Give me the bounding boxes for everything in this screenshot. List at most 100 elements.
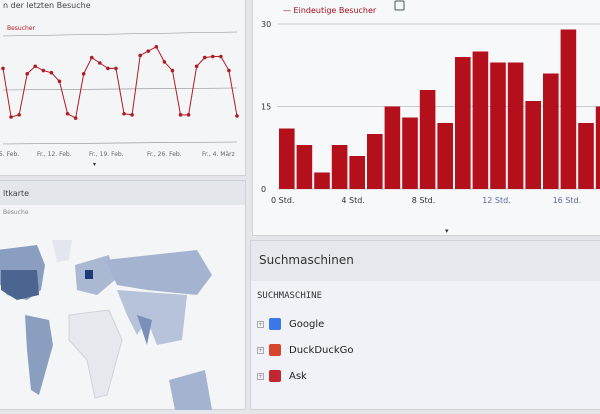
europe [75, 255, 115, 295]
expand-arrow-icon: ▾ [445, 227, 449, 235]
bar [437, 123, 453, 189]
data-point [227, 68, 231, 73]
data-point [98, 61, 102, 65]
bar [279, 128, 295, 189]
data-point [57, 79, 62, 84]
bar [296, 145, 313, 189]
panel-title: n der letzten Besuche [3, 1, 91, 10]
bar [507, 62, 524, 189]
data-point [41, 68, 46, 73]
search-engine-label: Ask [289, 370, 307, 382]
visits-per-hour-panel: 0 15 30 — Eindeutige Besucher 0 Std. 4 Std. 8 … [252, 0, 600, 236]
ask-icon [269, 370, 281, 382]
data-point [81, 72, 86, 76]
data-point [33, 64, 38, 69]
data-point [162, 60, 167, 64]
bar [560, 29, 577, 189]
google-icon [269, 318, 281, 330]
data-point [210, 54, 215, 59]
data-point [49, 70, 54, 75]
data-point [17, 113, 21, 117]
x-tick-label: 4 Std. [341, 196, 364, 205]
bar [595, 106, 600, 189]
bar [349, 156, 365, 189]
x-tick-label: 5. Feb. [0, 151, 19, 158]
data-point [130, 113, 134, 117]
bar [331, 145, 348, 189]
asia [117, 290, 187, 345]
bar [402, 117, 418, 189]
data-point [89, 55, 94, 60]
expand-icon[interactable]: + [257, 372, 264, 380]
duckduckgo-icon [269, 344, 281, 356]
search-engine-label: DuckDuckGo [289, 344, 354, 356]
visits-over-time-panel: n der letzten Besuche Besucher 5. Feb. Fr.… [0, 0, 246, 176]
line-chart: Besucher 5. Feb. Fr., 12. Feb. Fr., 19. Feb… [0, 25, 239, 168]
data-point [146, 49, 151, 53]
south-america [25, 315, 53, 395]
data-point [178, 113, 183, 117]
greenland [52, 240, 72, 262]
x-tick-label: 0 Std. [271, 196, 294, 205]
data-point [235, 114, 239, 118]
usa [1, 270, 39, 300]
data-point [114, 66, 118, 71]
series-line [2, 46, 238, 119]
data-point [9, 115, 13, 119]
x-tick-label: Fr., 12. Feb. [37, 151, 72, 158]
expand-icon[interactable]: + [257, 320, 264, 328]
bar [314, 172, 330, 189]
data-point [170, 68, 175, 73]
bar [384, 106, 401, 189]
panel-title: ltkarte [0, 181, 245, 205]
search-engine-row[interactable]: + Google [251, 311, 600, 337]
data-point [65, 111, 70, 116]
australia [169, 370, 212, 410]
x-tick-label: 12 Std. [482, 196, 511, 205]
bar-chart: 0 15 30 — Eindeutige Besucher 0 Std. 4 Std. 8 … [261, 0, 600, 235]
data-point [194, 64, 199, 69]
data-point [154, 45, 159, 49]
data-point [138, 53, 142, 58]
legend-label: Besucher [7, 25, 36, 32]
x-tick-label: Fr., 4. März [202, 151, 235, 158]
y-tick-label: 15 [261, 103, 271, 112]
expand-arrow-icon: ▾ [93, 161, 96, 168]
data-point [122, 111, 126, 116]
data-point [1, 66, 5, 71]
india [137, 315, 152, 345]
data-point [25, 72, 30, 76]
search-engine-row[interactable]: + DuckDuckGo [251, 337, 600, 363]
search-engines-panel: Suchmaschinen SUCHMASCHINE + Google + DuckD… [250, 240, 600, 410]
data-point [186, 113, 191, 117]
data-point [106, 66, 110, 71]
search-engine-label: Google [289, 318, 325, 330]
germany [85, 270, 93, 279]
world-map[interactable] [0, 220, 247, 410]
y-tick-label: 30 [261, 20, 271, 29]
y-tick-label: 0 [261, 185, 266, 194]
bar [525, 101, 541, 189]
bar [419, 90, 436, 189]
x-tick-label: 16 Std. [553, 196, 582, 205]
bar [367, 134, 383, 189]
x-tick-label: Fr., 19. Feb. [89, 151, 124, 158]
bar [455, 57, 471, 189]
x-tick-label: 8 Std. [412, 196, 435, 205]
search-engine-row[interactable]: + Ask [251, 363, 600, 389]
world-map-panel: ltkarte Besuche [0, 180, 246, 410]
bar [578, 123, 594, 189]
bar [543, 73, 559, 189]
column-header[interactable]: SUCHMASCHINE [257, 291, 323, 301]
africa [68, 309, 123, 399]
bar [472, 51, 489, 189]
grid-line [2, 31, 238, 37]
panel-title: Suchmaschinen [251, 241, 600, 281]
bar [490, 62, 506, 189]
expand-icon[interactable]: + [257, 346, 264, 354]
legend-label: — Eindeutige Besucher [283, 6, 377, 15]
x-tick-label: Fr., 26. Feb. [147, 151, 182, 158]
data-point [202, 55, 207, 60]
axis-line [2, 141, 238, 145]
map-metric-label: Besuche [3, 209, 29, 216]
